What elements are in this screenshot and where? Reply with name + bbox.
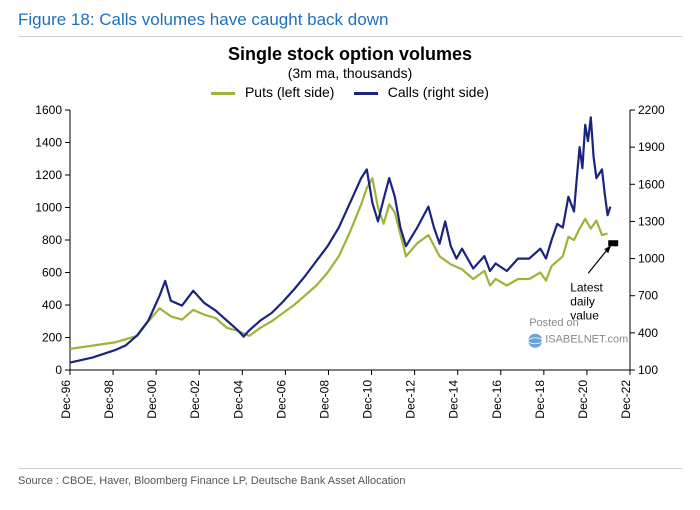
yr-tick: 1600 xyxy=(638,177,665,191)
chart-subtitle: (3m ma, thousands) xyxy=(0,65,700,81)
yl-tick: 600 xyxy=(42,266,62,280)
x-tick: Dec-02 xyxy=(188,380,202,419)
yl-tick: 1000 xyxy=(35,201,62,215)
x-tick: Dec-20 xyxy=(576,380,590,419)
yl-tick: 200 xyxy=(42,331,62,345)
yl-tick: 1600 xyxy=(35,103,62,117)
yr-tick: 1000 xyxy=(638,252,665,266)
watermark-posted: Posted on xyxy=(529,317,579,329)
latest-marker xyxy=(608,240,618,246)
chart-source: Source : CBOE, Haver, Bloomberg Finance … xyxy=(18,475,405,487)
x-tick: Dec-96 xyxy=(59,380,73,419)
x-tick: Dec-04 xyxy=(231,380,245,419)
figure-caption: Figure 18: Calls volumes have caught bac… xyxy=(18,10,388,30)
x-tick: Dec-22 xyxy=(619,380,633,419)
globe-icon xyxy=(528,334,542,348)
bottom-rule xyxy=(18,468,682,469)
x-tick: Dec-98 xyxy=(102,380,116,419)
yl-tick: 800 xyxy=(42,233,62,247)
yr-tick: 1300 xyxy=(638,214,665,228)
chart-plot: 0 200 400 600 800 1000 1200 1400 1600 100 400 700 10… xyxy=(0,80,700,450)
yl-tick: 1200 xyxy=(35,168,62,182)
x-tick: Dec-12 xyxy=(404,380,418,419)
yr-tick: 1900 xyxy=(638,140,665,154)
x-tick: Dec-18 xyxy=(533,380,547,419)
x-tick: Dec-00 xyxy=(145,380,159,419)
chart-title: Single stock option volumes xyxy=(0,44,700,65)
x-tick: Dec-16 xyxy=(490,380,504,419)
yl-tick: 0 xyxy=(55,363,62,377)
x-tick: Dec-14 xyxy=(447,380,461,419)
yr-tick: 400 xyxy=(638,326,658,340)
annotation-text: daily xyxy=(570,294,595,308)
figure-frame: Figure 18: Calls volumes have caught bac… xyxy=(0,0,700,510)
x-tick: Dec-06 xyxy=(274,380,288,419)
yr-tick: 2200 xyxy=(638,103,665,117)
annotation-text: Latest xyxy=(570,280,603,294)
watermark-site: ISABELNET.com xyxy=(545,333,628,345)
yl-tick: 1400 xyxy=(35,136,62,150)
x-tick: Dec-08 xyxy=(317,380,331,419)
caption-rule xyxy=(18,36,682,37)
annotation-arrow xyxy=(588,247,609,273)
series-puts xyxy=(70,178,608,349)
x-tick: Dec-10 xyxy=(361,380,375,419)
yr-tick: 700 xyxy=(638,289,658,303)
yr-tick: 100 xyxy=(638,363,658,377)
yl-tick: 400 xyxy=(42,298,62,312)
